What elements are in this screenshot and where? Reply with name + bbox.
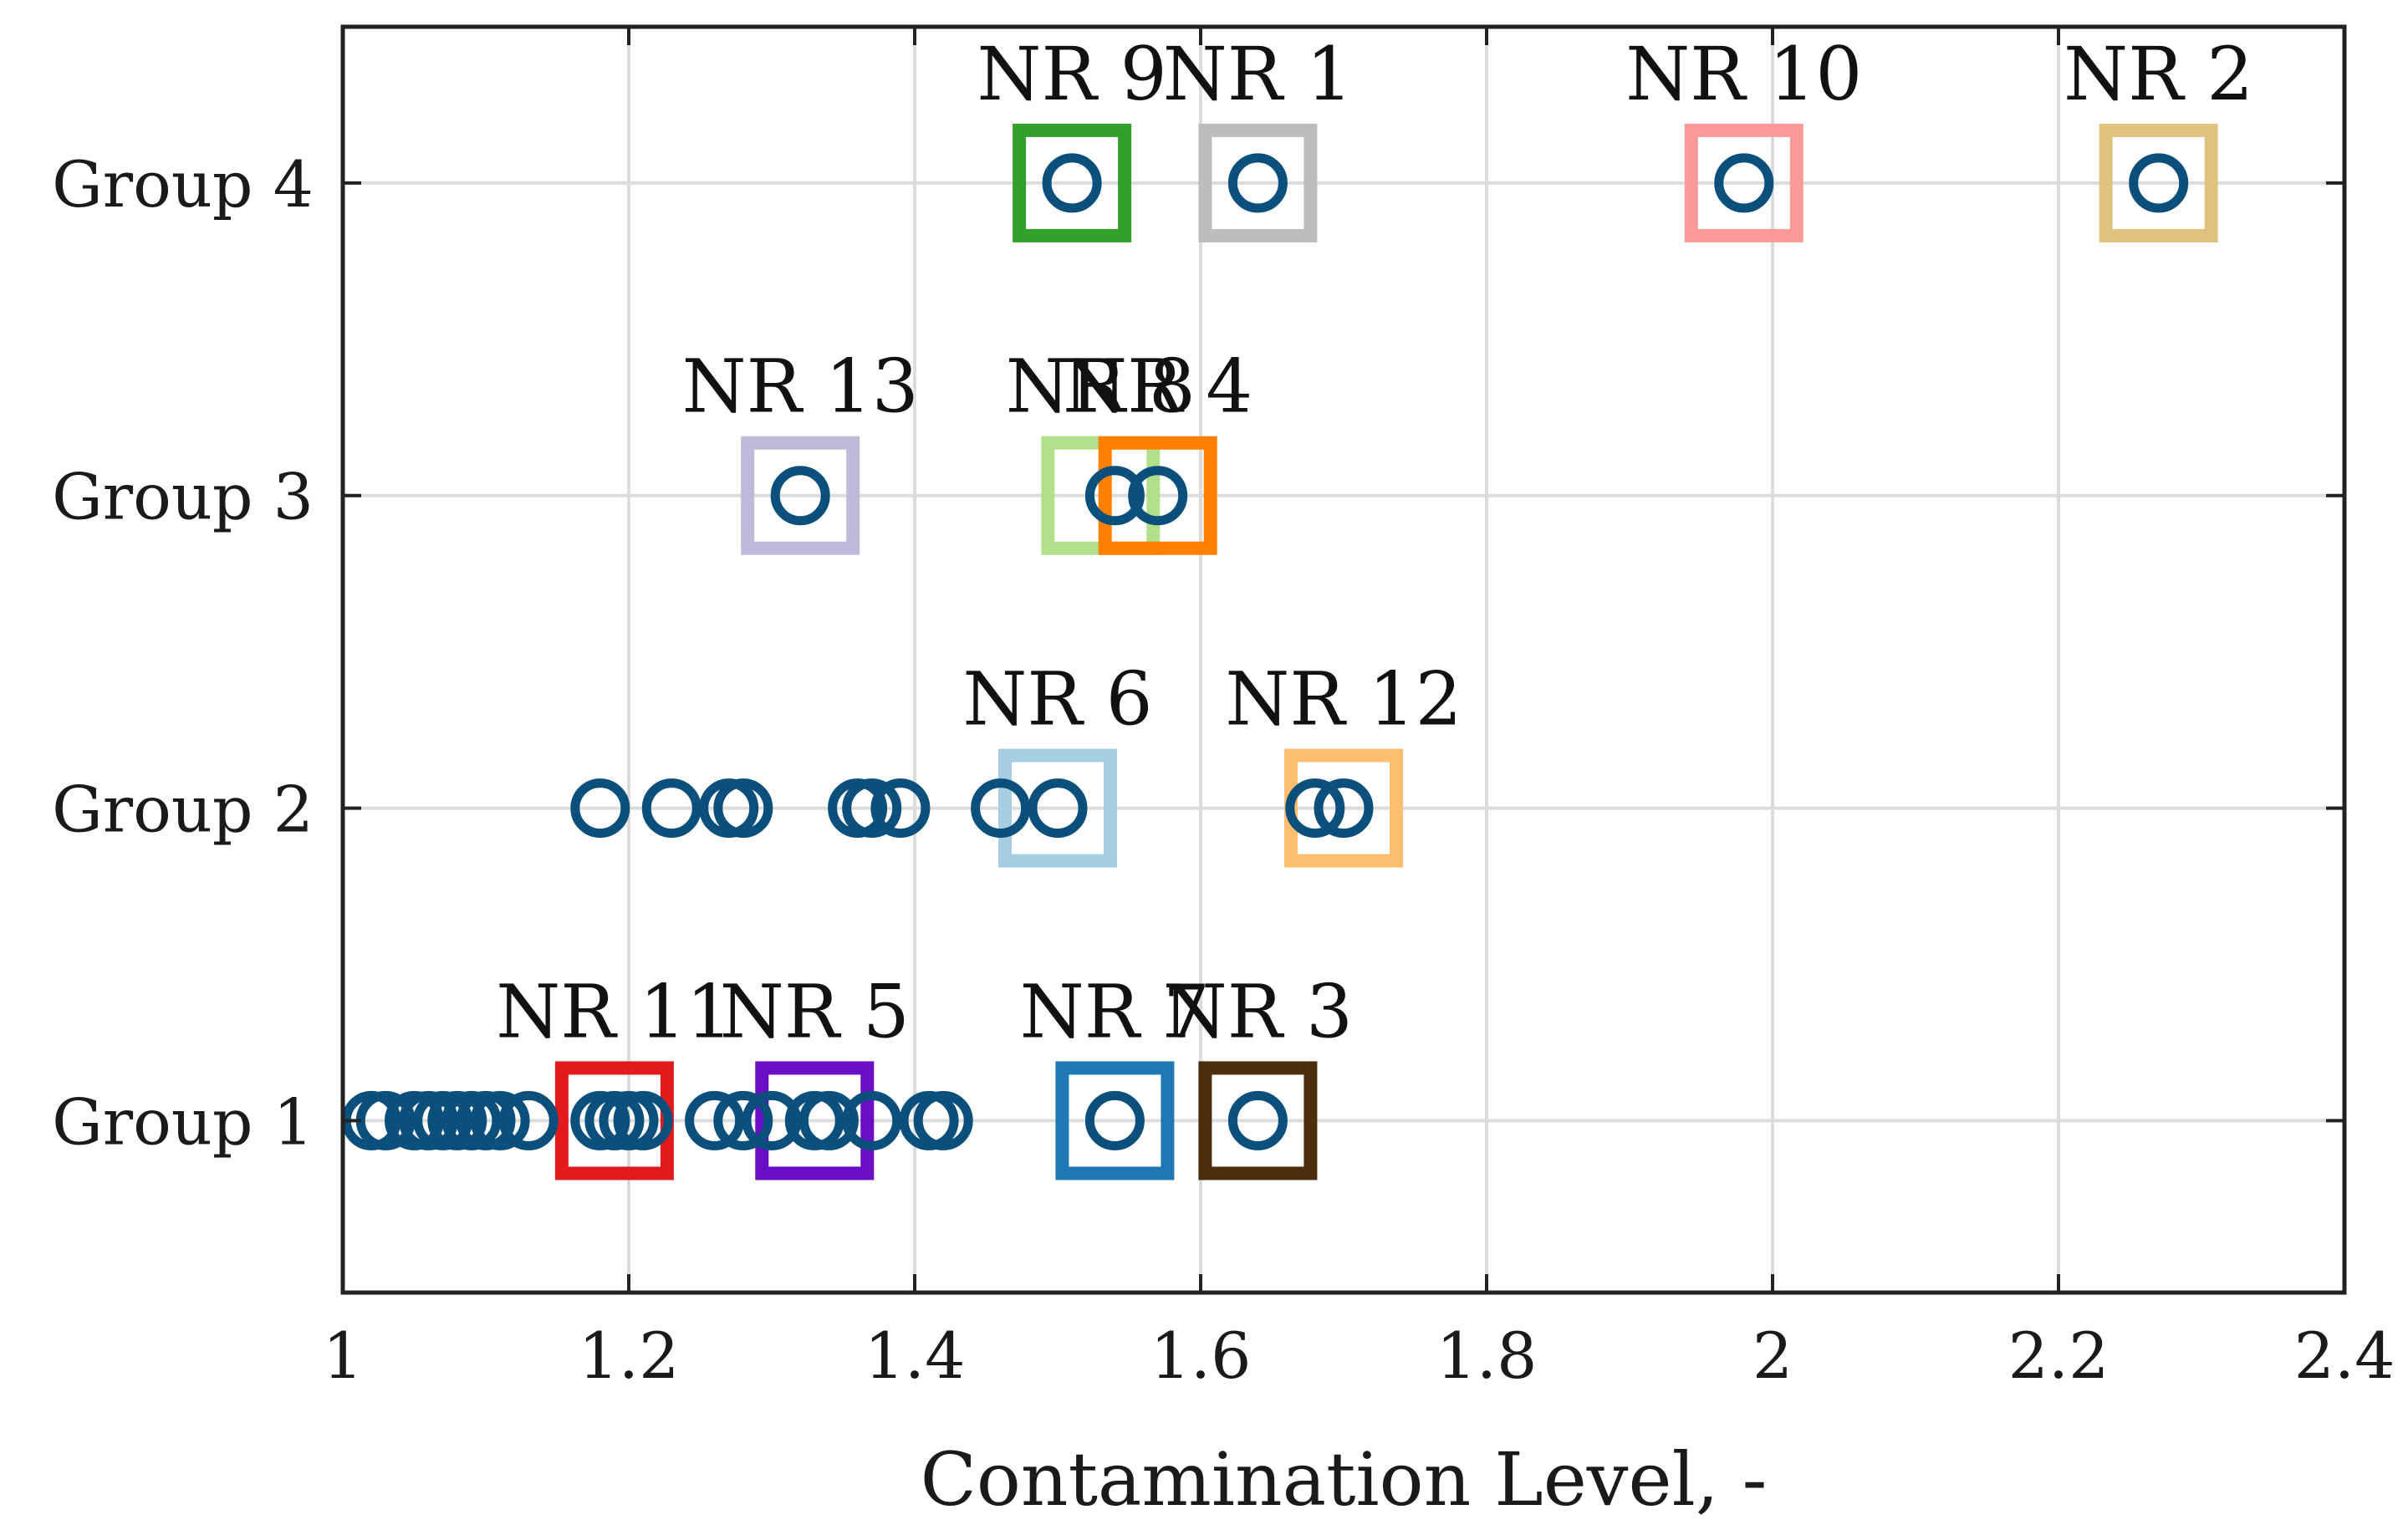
x-tick-label: 1.6 [1150,1318,1252,1393]
highlight-label: NR 3 [1163,968,1353,1054]
x-tick-label: 1.8 [1436,1318,1538,1393]
data-point [1028,778,1088,839]
highlight-box [1684,123,1803,242]
plot-frame [340,24,2347,1295]
highlight-box [2099,123,2218,242]
data-point [2129,153,2189,213]
data-point [870,778,931,839]
data-point [685,1090,745,1150]
highlight-label: NR 4 [1063,344,1252,430]
data-point [742,1090,802,1150]
y-tick-label: Group 3 [52,460,314,534]
data-point [1128,466,1188,526]
highlight-box [741,436,860,555]
data-point [641,778,701,839]
highlight-box [1013,123,1132,242]
data-point [1285,778,1345,839]
data-point [971,778,1031,839]
highlight-label: NR 2 [2064,31,2253,117]
x-tick-label: 1.2 [579,1318,680,1393]
highlight-label: NR 11 [496,968,732,1054]
data-point [1714,153,1774,213]
data-point [470,1090,530,1150]
x-tick-label: 1.4 [865,1318,966,1393]
x-tick-label: 2.4 [2294,1318,2395,1393]
data-point [1227,1090,1288,1150]
highlight-label: NR 12 [1225,656,1462,742]
highlight-label: NR 10 [1625,31,1862,117]
highlight-label: NR 1 [1163,31,1353,117]
data-point [1042,153,1102,213]
x-axis-title: Contamination Level, - [921,1436,1768,1522]
data-point [713,778,773,839]
highlight-box [1055,1061,1175,1181]
highlight-box [998,748,1117,868]
x-tick-label: 1 [323,1318,363,1393]
highlight-box [1098,436,1217,555]
plot-background [343,27,2344,1293]
data-point [1227,153,1288,213]
x-tick-labels: 1 1.2 1.4 1.6 1.8 2 2.2 2.4 [323,1318,2395,1393]
y-tick-label: Group 2 [52,773,314,847]
highlight-box [1198,1061,1318,1181]
highlight-label: NR 8 [1006,344,1196,430]
data-point [770,466,830,526]
highlight-label: NR 9 [977,31,1166,117]
highlight-label: NR 7 [1020,968,1210,1054]
highlight-box [1198,123,1318,242]
y-tick-labels: Group 1 Group 2 Group 3 Group 4 [52,147,314,1159]
data-point [613,1090,673,1150]
y-tick-label: Group 4 [52,147,314,222]
highlight-label: NR 6 [962,656,1152,742]
tick-marks [341,27,2346,1293]
data-point [498,1090,559,1150]
data-point [842,778,902,839]
data-point [713,1090,773,1150]
data-point [842,1090,902,1150]
data-point [1084,1090,1145,1150]
x-tick-label: 2 [1752,1318,1793,1393]
highlight-box [755,1061,875,1181]
data-point [1314,778,1374,839]
y-tick-label: Group 1 [52,1084,314,1159]
data-points [341,153,2189,1150]
data-point [1084,466,1145,526]
data-point [913,1090,973,1150]
data-point [570,778,630,839]
highlight-label: NR 13 [682,344,919,430]
data-point [798,1090,859,1150]
highlight-label: NR 5 [720,968,910,1054]
x-tick-label: 2.2 [2008,1318,2110,1393]
